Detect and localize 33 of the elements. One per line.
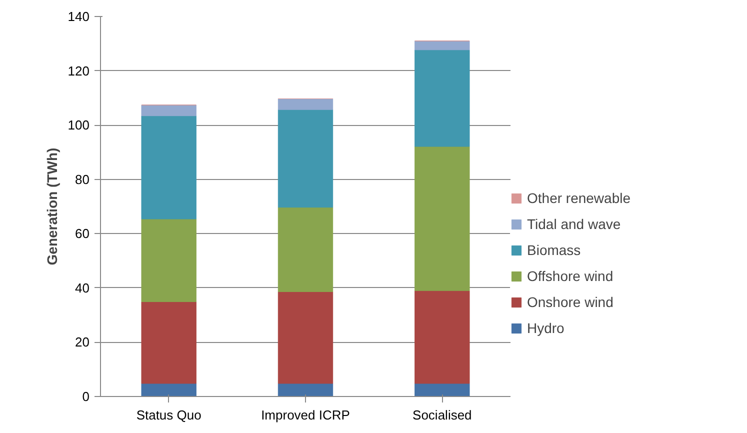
- bar: [278, 291, 334, 384]
- x-tick-label: Improved ICRP: [261, 408, 350, 422]
- y-tick-label: 60: [75, 226, 90, 242]
- bar: [278, 109, 334, 208]
- legend-label: Onshore wind: [527, 294, 614, 310]
- legend-label: Tidal and wave: [527, 216, 621, 232]
- y-tick-label: 120: [68, 63, 90, 78]
- legend-label: Other renewable: [527, 190, 631, 206]
- y-tick-label: 20: [75, 334, 90, 350]
- y-tick-label: 40: [75, 280, 90, 296]
- bar: [141, 104, 196, 116]
- bar: [278, 98, 334, 110]
- bar: [414, 40, 470, 50]
- y-tick-label: 140: [68, 9, 90, 24]
- bar: [414, 383, 470, 396]
- y-tick-label: 80: [75, 172, 90, 187]
- bar: [141, 116, 196, 220]
- bar: [414, 50, 470, 147]
- bar: [278, 383, 334, 396]
- y-tick-label: 100: [68, 118, 90, 133]
- bar: [414, 290, 470, 384]
- y-tick-label: 0: [82, 389, 90, 404]
- bar: [141, 302, 196, 384]
- x-tick-label: Socialised: [412, 408, 472, 422]
- legend-label: Hydro: [527, 320, 564, 336]
- bar: [414, 146, 470, 291]
- bar: [278, 207, 334, 292]
- y-axis-title: Generation (TWh): [44, 148, 60, 266]
- bar: [141, 218, 196, 302]
- x-tick-label: Status Quo: [136, 408, 202, 422]
- bar: [141, 383, 196, 396]
- legend-label: Biomass: [527, 242, 581, 258]
- legend-label: Offshore wind: [527, 268, 614, 284]
